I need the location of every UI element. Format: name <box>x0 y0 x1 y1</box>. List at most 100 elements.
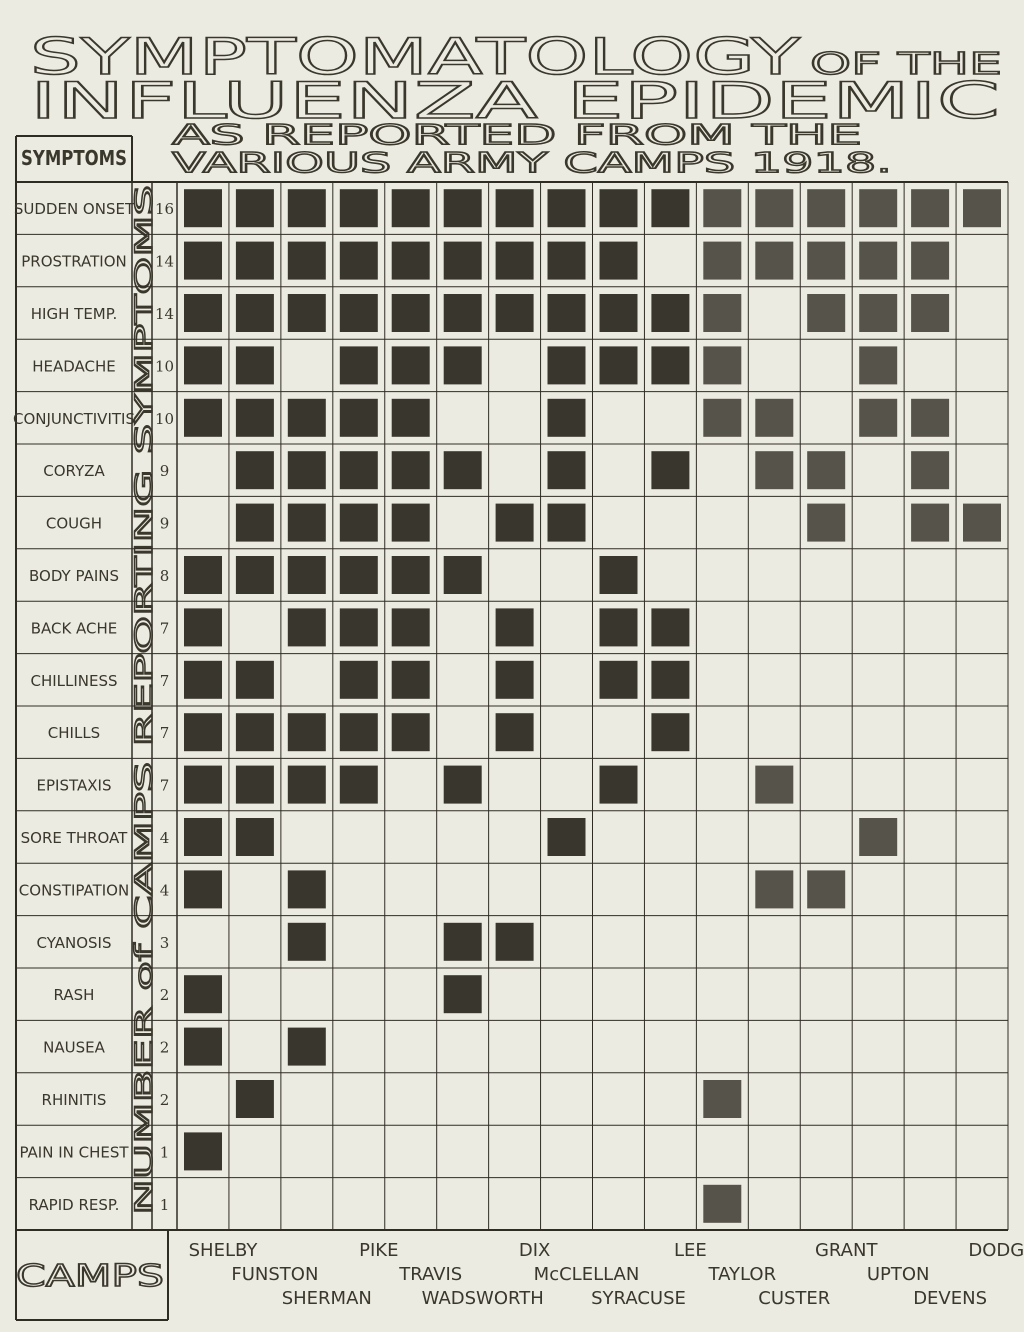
symptom-name: SUDDEN ONSET <box>14 200 135 218</box>
camp-label: UPTON <box>867 1264 930 1285</box>
vertical-axis-label-text: NUMBER of CAMPS REPORTING SYMPTOMS <box>130 185 158 1215</box>
symptom-count: 7 <box>160 619 170 637</box>
symptom-count: 4 <box>160 881 170 899</box>
camp-label: SYRACUSE <box>591 1288 686 1309</box>
symptom-count: 7 <box>160 777 170 795</box>
report-mark <box>443 346 482 385</box>
report-mark <box>235 1080 274 1118</box>
symptom-count: 1 <box>160 1196 170 1214</box>
title-line-1: SYMPTOMATOLOGY <box>30 28 801 86</box>
camp-label: TRAVIS <box>398 1264 462 1285</box>
report-mark <box>235 556 274 594</box>
report-mark <box>703 294 742 332</box>
report-mark <box>184 765 222 804</box>
report-mark <box>184 294 222 332</box>
symptom-count: 14 <box>155 253 174 271</box>
report-mark <box>391 398 430 437</box>
report-mark <box>443 922 482 961</box>
report-mark <box>339 398 378 437</box>
camp-label: GRANT <box>815 1240 879 1261</box>
report-mark <box>339 765 378 804</box>
report-mark <box>391 189 430 228</box>
grid-lines <box>16 182 1009 1230</box>
symptom-name: CONSTIPATION <box>19 881 129 899</box>
report-mark <box>339 451 378 490</box>
report-mark <box>547 503 586 542</box>
symptom-count: 4 <box>160 829 170 847</box>
report-mark <box>807 189 846 228</box>
report-mark <box>547 398 586 437</box>
symptom-count: 2 <box>160 1039 170 1057</box>
camp-label: DODGE <box>968 1240 1024 1261</box>
symptom-count: 2 <box>160 986 170 1004</box>
report-mark <box>235 398 274 437</box>
report-mark <box>547 346 586 385</box>
report-mark <box>703 189 742 228</box>
report-mark <box>911 451 950 490</box>
report-mark <box>339 556 378 594</box>
report-mark <box>235 818 274 856</box>
report-mark <box>807 870 846 909</box>
camp-label: PIKE <box>359 1240 398 1261</box>
report-mark <box>184 818 222 856</box>
title-line-1-suffix: OF THE <box>810 47 1002 82</box>
report-mark <box>703 398 742 437</box>
report-mark <box>911 503 950 542</box>
report-mark <box>859 189 898 228</box>
report-mark <box>184 556 222 594</box>
symptom-name: BODY PAINS <box>29 567 119 585</box>
report-mark <box>391 556 430 594</box>
symptom-name: CORYZA <box>43 462 105 480</box>
title-line-2: INFLUENZA EPIDEMIC <box>30 72 1000 130</box>
report-mark <box>235 503 274 542</box>
report-mark <box>287 189 326 228</box>
vertical-axis-label: NUMBER of CAMPS REPORTING SYMPTOMS <box>129 184 159 1216</box>
report-mark <box>911 189 950 228</box>
report-mark <box>495 503 534 542</box>
report-mark <box>287 294 326 332</box>
chart-title: SYMPTOMATOLOGY OF THE INFLUENZA EPIDEMIC… <box>29 27 1003 180</box>
report-mark <box>184 1027 222 1066</box>
report-mark <box>963 189 1001 228</box>
symptom-count: 8 <box>160 567 170 585</box>
report-mark <box>755 241 794 280</box>
report-mark <box>599 294 638 332</box>
camp-label: SHELBY <box>189 1240 259 1261</box>
report-mark <box>547 241 586 280</box>
report-mark <box>287 1027 326 1066</box>
report-mark <box>287 713 326 752</box>
symptom-count: 2 <box>160 1091 170 1109</box>
symptom-count: 7 <box>160 672 170 690</box>
report-mark <box>339 713 378 752</box>
report-mark <box>235 713 274 752</box>
report-mark <box>859 398 898 437</box>
camp-label: WADSWORTH <box>422 1288 544 1309</box>
symptom-count: 9 <box>160 462 170 480</box>
report-mark <box>651 660 690 699</box>
symptom-name: CONJUNCTIVITIS <box>13 410 135 428</box>
symptom-count: 10 <box>155 410 174 428</box>
report-mark <box>963 503 1001 542</box>
report-mark <box>495 294 534 332</box>
report-mark <box>859 818 898 856</box>
report-mark <box>184 713 222 752</box>
report-mark <box>287 503 326 542</box>
symptom-name: CHILLS <box>48 724 100 742</box>
report-mark <box>547 451 586 490</box>
report-mark <box>443 556 482 594</box>
report-mark <box>859 346 898 385</box>
report-mark <box>391 608 430 647</box>
report-mark <box>287 451 326 490</box>
report-mark <box>339 608 378 647</box>
report-mark <box>391 294 430 332</box>
report-mark <box>391 713 430 752</box>
report-mark <box>651 346 690 385</box>
symptom-name: COUGH <box>46 515 102 533</box>
camp-label: CUSTER <box>758 1288 830 1309</box>
report-mark <box>391 241 430 280</box>
report-mark <box>547 189 586 228</box>
report-mark <box>339 346 378 385</box>
report-mark <box>391 503 430 542</box>
report-mark <box>859 241 898 280</box>
